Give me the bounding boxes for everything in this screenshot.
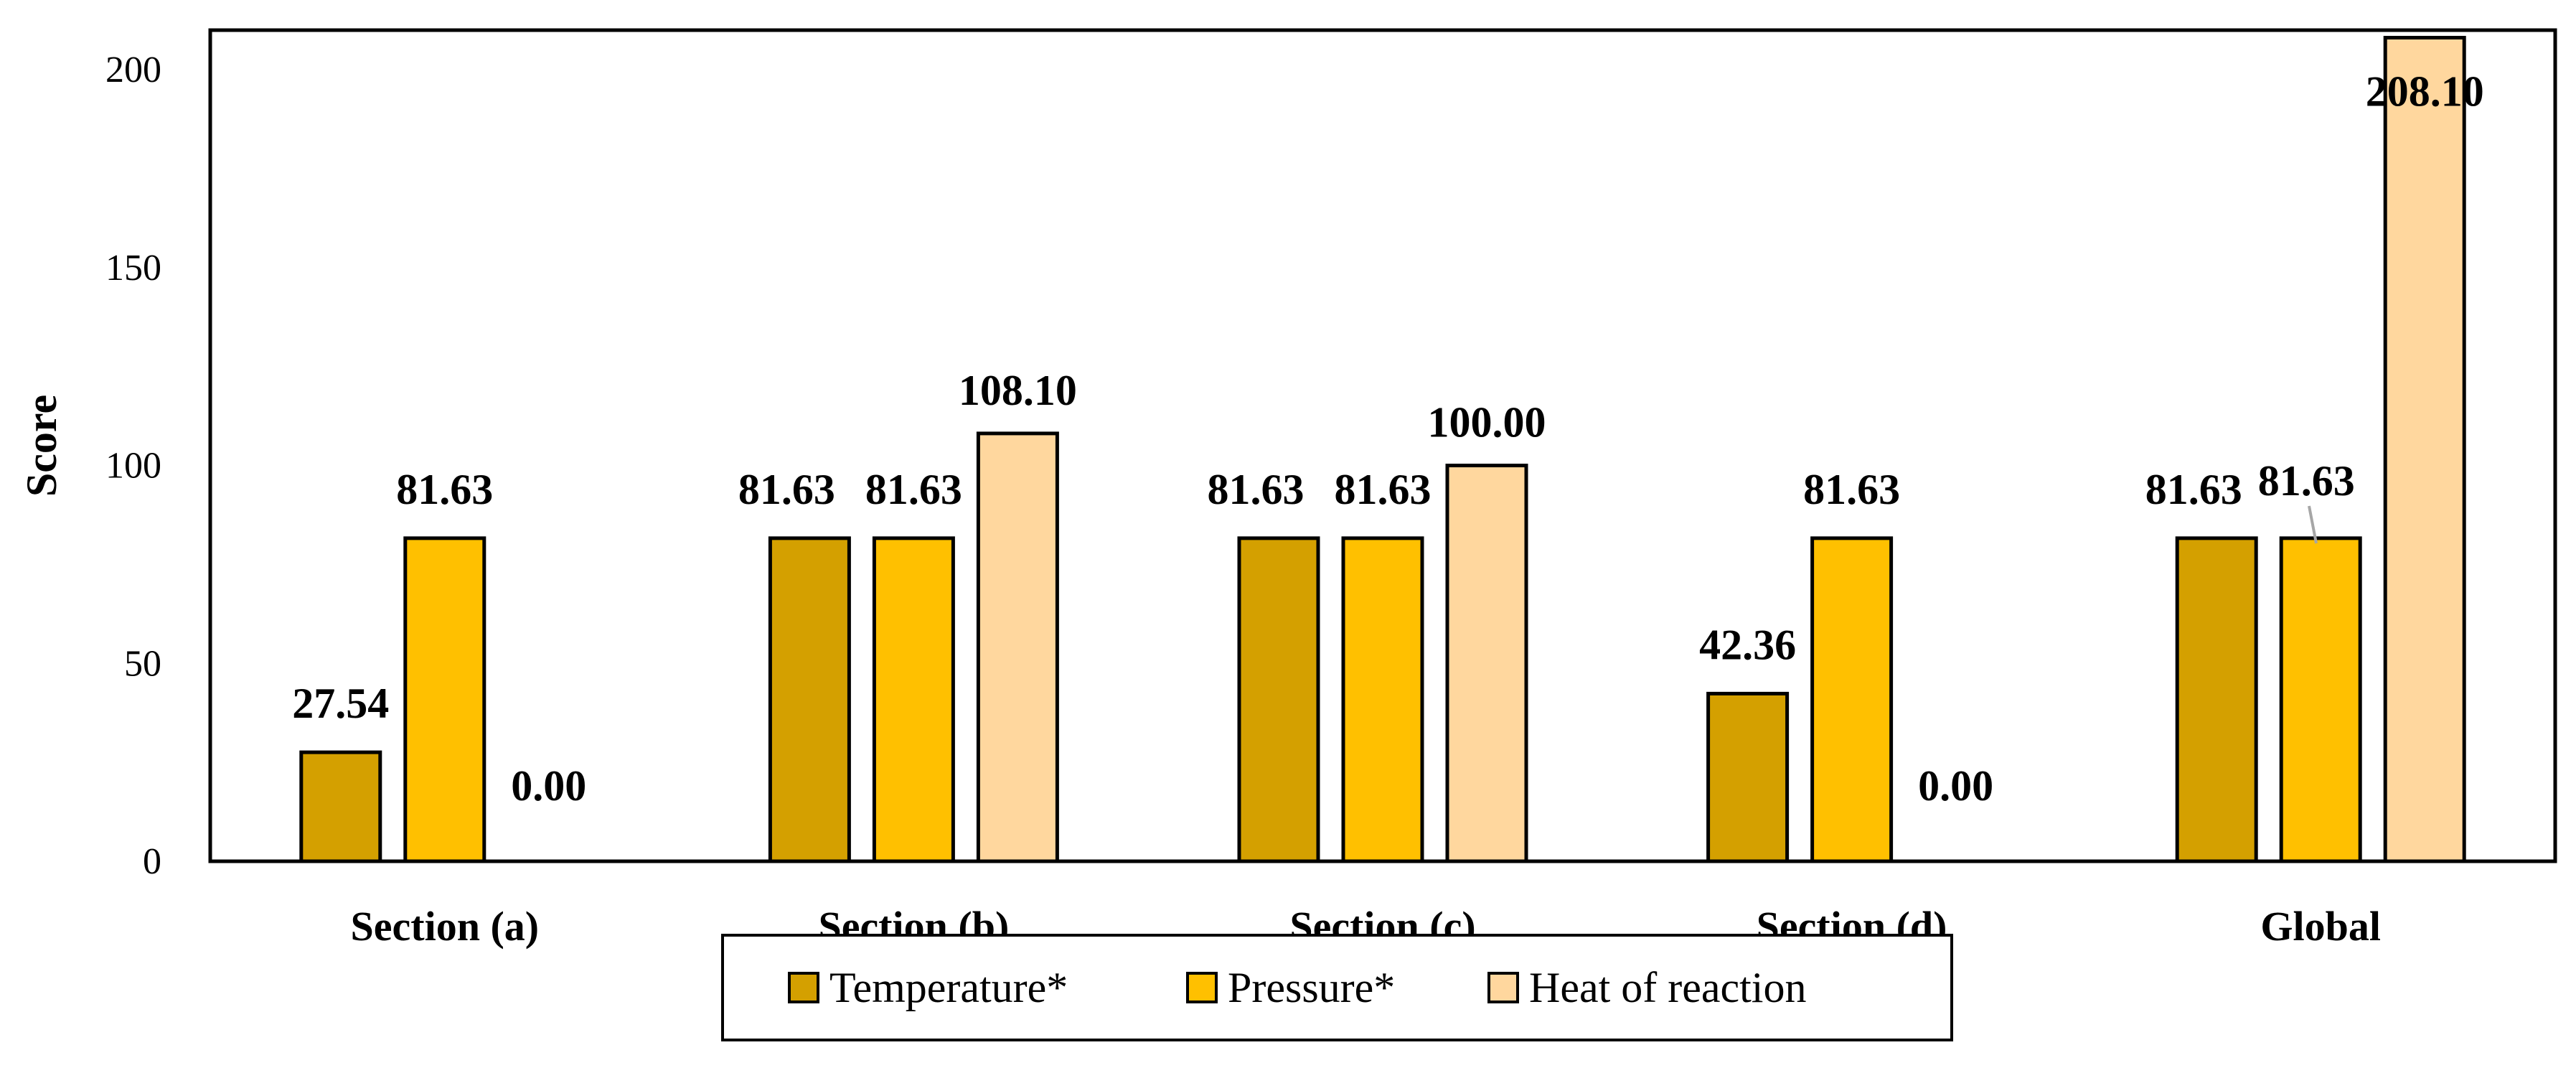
data-label-group: 27.54 81.63 0.00 81.63 81.63 108.10 81.63 81.63… xyxy=(292,67,2483,810)
legend: Temperature* Pressure* Heat of reaction xyxy=(721,934,1953,1041)
data-label: 208.10 xyxy=(2366,67,2484,115)
bar-pressure-1 xyxy=(872,536,955,863)
data-label: 81.63 xyxy=(1335,466,1432,513)
legend-swatch xyxy=(1487,972,1519,1003)
data-label: 27.54 xyxy=(292,680,389,727)
data-label: 81.63 xyxy=(1803,466,1900,513)
bar-pressure-2 xyxy=(1341,536,1424,863)
y-tick-label: 0 xyxy=(143,841,161,882)
bar-group xyxy=(299,35,2466,863)
legend-swatch xyxy=(1186,972,1218,1003)
data-label: 42.36 xyxy=(1699,621,1796,668)
y-axis-title: Score xyxy=(18,395,65,497)
legend-label: Pressure* xyxy=(1228,964,1395,1011)
legend-frame xyxy=(721,934,1953,1041)
bar-pressure-0 xyxy=(403,536,486,863)
data-label: 81.63 xyxy=(738,466,835,513)
data-label: 81.63 xyxy=(2145,466,2242,513)
data-label: 81.63 xyxy=(1208,466,1305,513)
y-tick-label: 200 xyxy=(105,50,161,90)
y-axis-ticks: 0 50 100 150 200 xyxy=(105,50,161,882)
data-label: 0.00 xyxy=(1918,762,1993,810)
data-label: 81.63 xyxy=(865,466,962,513)
legend-label: Temperature* xyxy=(829,964,1068,1011)
y-tick-label: 150 xyxy=(105,248,161,289)
y-tick-label: 50 xyxy=(124,643,161,684)
bar-heat-of-reaction-2 xyxy=(1445,464,1528,863)
bar-heat-of-reaction-4 xyxy=(2383,35,2466,863)
data-label: 81.63 xyxy=(396,466,493,513)
x-category-label: Section (a) xyxy=(351,903,540,950)
bar-temperature-0 xyxy=(299,750,382,863)
bar-temperature-2 xyxy=(1237,536,1320,863)
x-category-label: Global xyxy=(2260,903,2381,950)
bar-temperature-4 xyxy=(2175,536,2258,863)
global-pressure-leader-line xyxy=(2308,505,2318,544)
bar-temperature-3 xyxy=(1706,691,1790,863)
bar-pressure-4 xyxy=(2279,536,2362,863)
legend-label: Heat of reaction xyxy=(1529,964,1806,1011)
bar-heat-of-reaction-1 xyxy=(976,431,1059,863)
data-label: 0.00 xyxy=(511,762,586,810)
data-label: 100.00 xyxy=(1428,399,1546,446)
data-label: 81.63 xyxy=(2258,457,2355,505)
y-tick-label: 100 xyxy=(105,446,161,487)
bar-temperature-1 xyxy=(768,536,851,863)
bar-pressure-3 xyxy=(1810,536,1894,863)
data-label: 108.10 xyxy=(959,367,1077,414)
legend-swatch xyxy=(788,972,819,1003)
